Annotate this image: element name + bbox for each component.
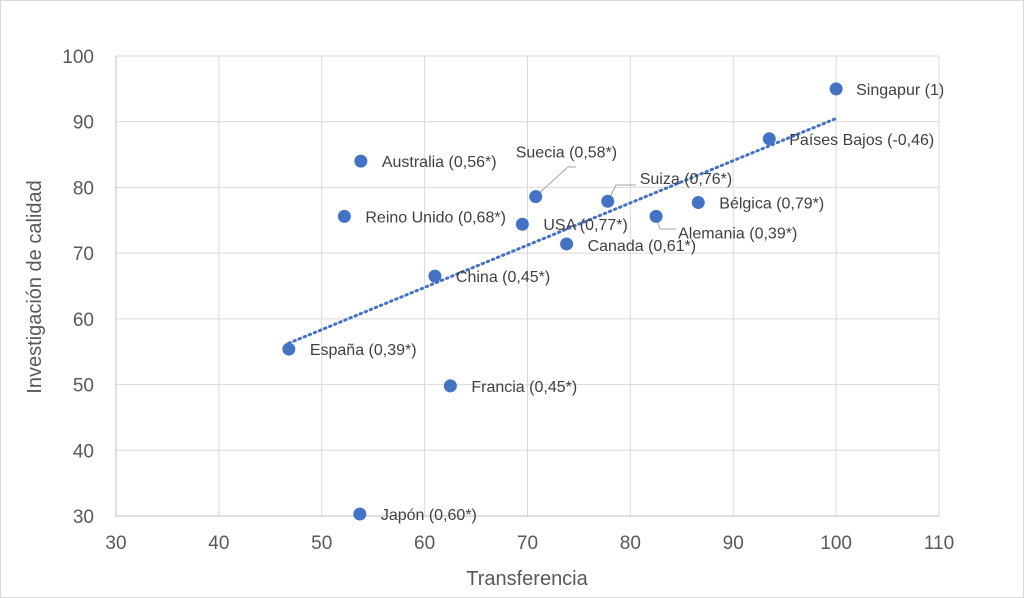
point-label: Suecia (0,58*)	[516, 145, 617, 162]
data-point	[354, 154, 368, 168]
x-tick-label: 80	[620, 533, 641, 554]
leader-line	[535, 166, 576, 197]
point-label: España (0,39*)	[310, 342, 417, 359]
point-label: Singapur (1)	[856, 82, 944, 99]
data-point	[601, 194, 615, 208]
data-point	[762, 132, 776, 146]
y-tick-label: 70	[73, 244, 94, 265]
y-tick-labels: 30 40 50 60 70 80 90 100	[62, 47, 94, 528]
point-label: Canada (0,61*)	[588, 238, 697, 255]
point-label: Alemania (0,39*)	[678, 225, 797, 242]
point-label: Japón (0,60*)	[381, 507, 477, 524]
point-label: Países Bajos (-0,46)	[789, 132, 934, 149]
x-tick-label: 100	[820, 533, 852, 554]
axis-lines	[115, 56, 939, 517]
point-label: Reino Unido (0,68*)	[365, 209, 506, 226]
point-label: Francia (0,45*)	[471, 379, 577, 396]
data-point	[515, 217, 529, 231]
x-tick-label: 90	[723, 533, 744, 554]
data-point	[443, 379, 457, 393]
x-tick-label: 30	[105, 533, 126, 554]
y-tick-label: 40	[73, 441, 94, 462]
data-point	[529, 190, 543, 204]
data-point	[428, 269, 442, 283]
data-point	[560, 237, 574, 251]
y-axis-title: Investigación de calidad	[24, 180, 46, 393]
point-label: China (0,45*)	[456, 269, 550, 286]
point-labels: Singapur (1) Países Bajos (-0,46) Australi…	[310, 82, 944, 524]
point-label: Bélgica (0,79*)	[719, 196, 824, 213]
x-tick-label: 110	[924, 533, 954, 554]
data-point	[829, 82, 843, 96]
y-tick-label: 80	[73, 178, 94, 199]
data-point	[691, 196, 705, 210]
x-tick-label: 60	[414, 533, 435, 554]
y-tick-label: 90	[73, 113, 94, 134]
point-label: USA (0,77*)	[543, 217, 627, 234]
y-tick-label: 60	[73, 310, 94, 331]
trendline	[287, 116, 838, 345]
data-points	[282, 82, 843, 521]
x-axis-title: Transferencia	[466, 568, 588, 590]
x-tick-labels: 30 40 50 60 70 80 90 100 110	[105, 533, 954, 554]
data-point	[649, 209, 663, 223]
data-point	[282, 342, 296, 356]
x-tick-label: 70	[517, 533, 538, 554]
y-tick-label: 50	[73, 376, 94, 397]
x-tick-label: 50	[311, 533, 332, 554]
point-label: Suiza (0,76*)	[640, 171, 733, 188]
x-tick-label: 40	[208, 533, 229, 554]
y-tick-label: 30	[73, 507, 94, 528]
data-point	[353, 507, 367, 521]
data-point	[337, 209, 351, 223]
point-label: Australia (0,56*)	[382, 154, 497, 171]
y-tick-label: 100	[62, 47, 94, 68]
